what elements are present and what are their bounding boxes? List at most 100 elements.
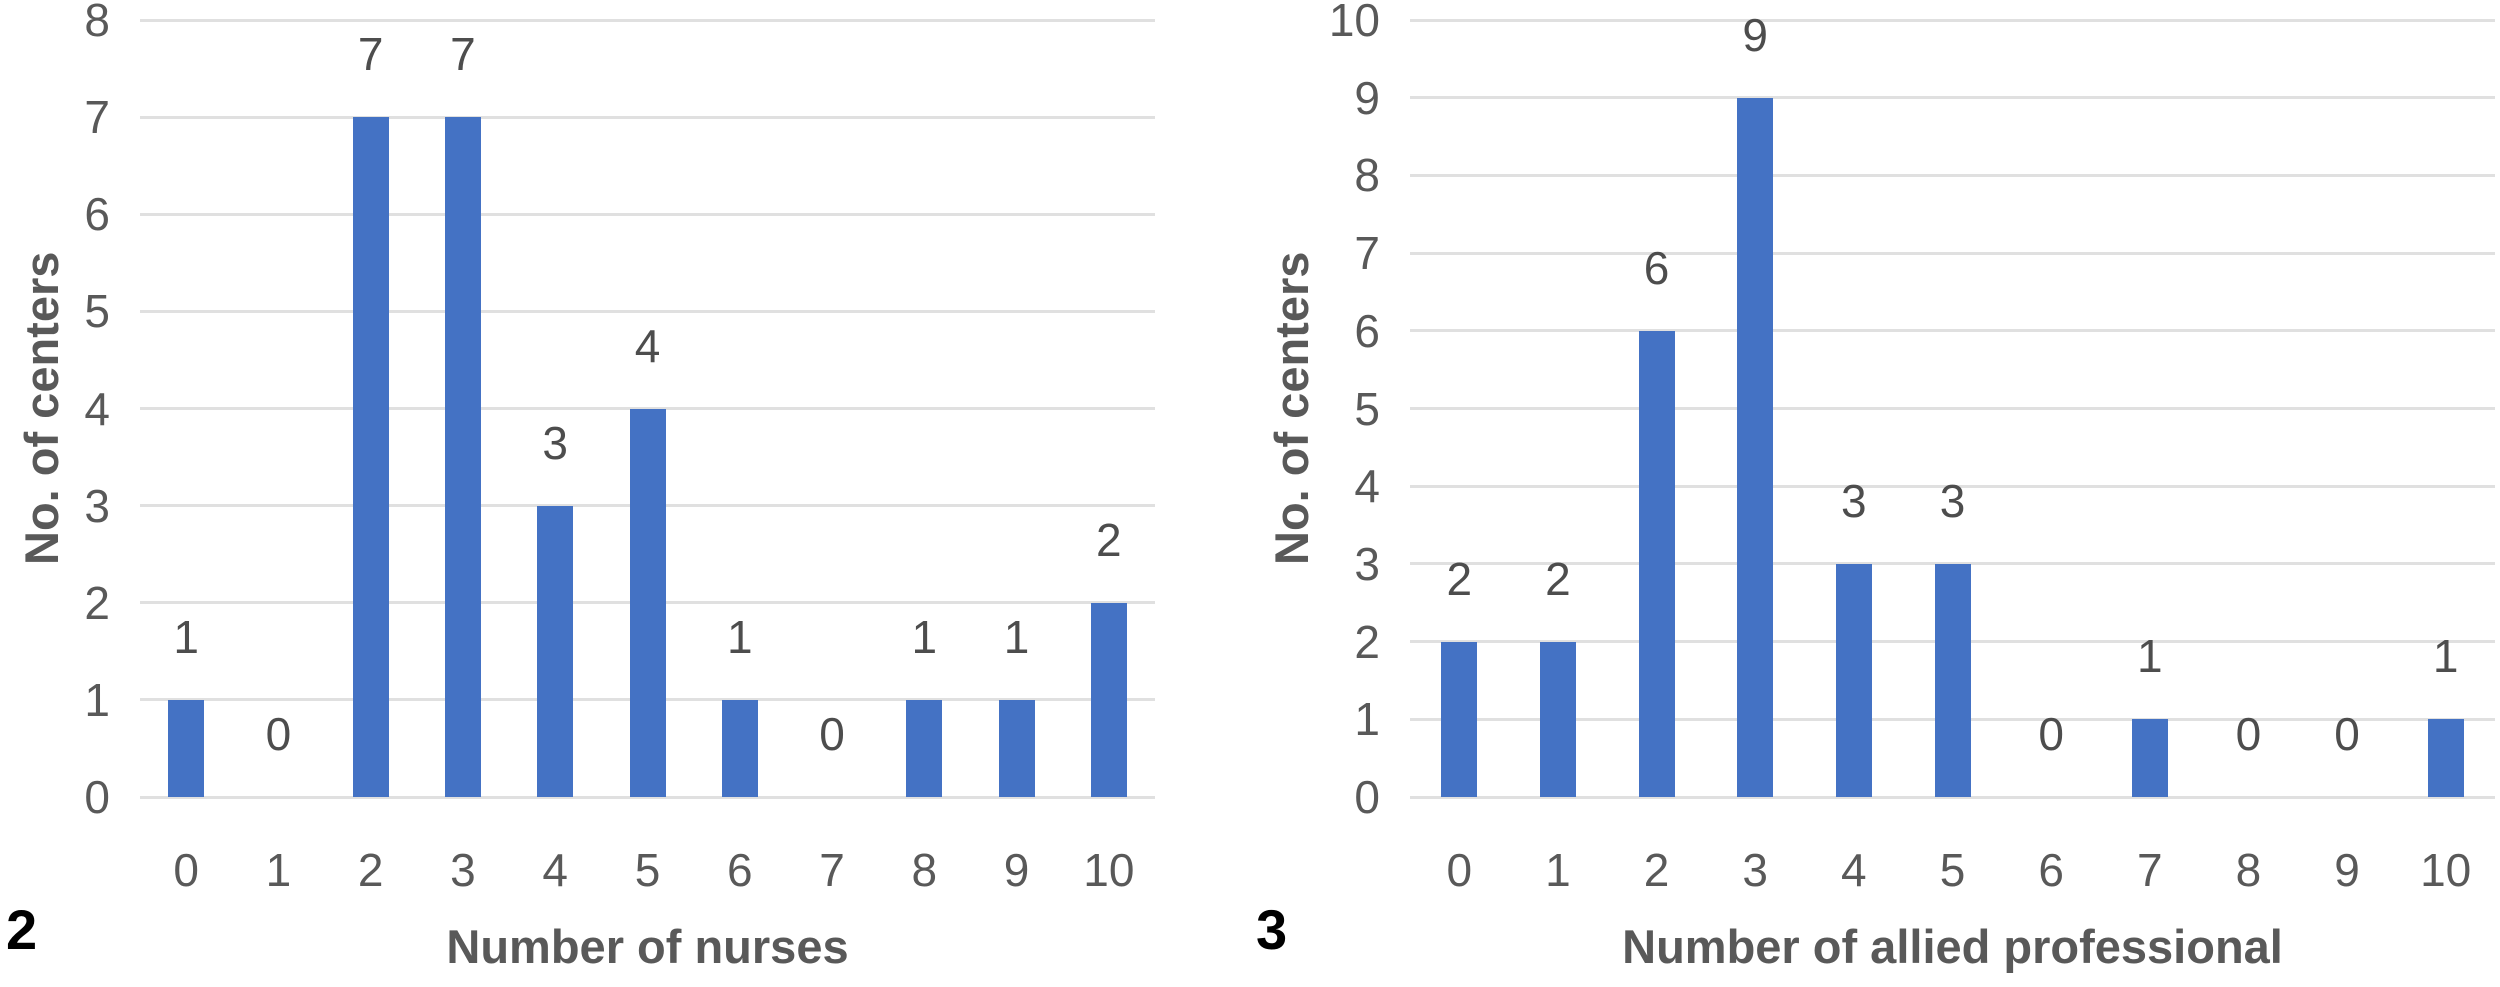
- x-tick-label: 8: [2235, 844, 2262, 896]
- bar: [1638, 330, 1675, 797]
- gridline: [1410, 251, 2495, 255]
- x-tick-label: 0: [1446, 844, 1473, 896]
- x-tick-label: 4: [542, 844, 568, 896]
- y-tick-label: 8: [84, 0, 110, 46]
- y-tick-label: 0: [1354, 771, 1380, 823]
- bar-value-label: 2: [1446, 552, 1473, 605]
- x-tick-label: 1: [265, 844, 292, 896]
- y-tick-label: 2: [1354, 615, 1380, 668]
- bar-value-label: 7: [450, 28, 476, 81]
- x-tick-label: 0: [173, 844, 199, 896]
- x-tick-label: 2: [357, 844, 384, 896]
- x-tick-label: 10: [1083, 844, 1135, 896]
- gridline: [140, 212, 1155, 216]
- bar-value-label: 3: [1841, 474, 1867, 527]
- x-tick-label: 1: [1545, 844, 1571, 896]
- bar: [1934, 563, 1971, 797]
- y-tick-label: 4: [1354, 460, 1380, 513]
- bar-value-label: 0: [265, 708, 292, 760]
- bar-value-label: 2: [1545, 552, 1571, 605]
- gridline: [1410, 329, 2495, 333]
- x-tick-label: 9: [1003, 844, 1030, 896]
- plot-area: 1 0 7 7 3 4 1 0 1 1 2: [140, 18, 1155, 799]
- bar-value-label: 1: [173, 610, 199, 663]
- bar-value-label: 1: [726, 610, 753, 663]
- y-tick-label: 3: [1354, 537, 1380, 590]
- bar: [721, 699, 758, 797]
- x-tick-label: 7: [819, 844, 845, 896]
- bar-value-label: 9: [1742, 8, 1769, 61]
- gridline: [140, 795, 1155, 799]
- y-tick-label: 2: [84, 576, 110, 629]
- bar-value-label: 6: [1643, 241, 1670, 294]
- figure-number-label: 3: [1256, 898, 1288, 961]
- x-tick-label: 2: [1643, 844, 1670, 896]
- bar: [2427, 719, 2464, 797]
- bar: [629, 408, 666, 797]
- bar-value-label: 7: [357, 28, 384, 81]
- bar: [2131, 719, 2168, 797]
- x-tick-label: 9: [2334, 844, 2360, 896]
- bar-value-label: 0: [819, 708, 845, 760]
- bar: [906, 699, 943, 797]
- y-tick-label: 5: [84, 285, 110, 338]
- figure-number-label: 2: [6, 898, 38, 961]
- bar-value-label: 0: [2334, 708, 2360, 760]
- bar-value-label: 3: [1939, 474, 1966, 527]
- bar: [1441, 641, 1478, 797]
- bar: [1737, 97, 1774, 797]
- bar-value-label: 1: [2136, 630, 2163, 683]
- bar: [444, 117, 481, 797]
- x-tick-label: 7: [2136, 844, 2163, 896]
- bar-value-label: 2: [1096, 513, 1122, 566]
- x-tick-label: 5: [1939, 844, 1966, 896]
- y-tick-label: 0: [84, 771, 110, 823]
- bar: [168, 699, 205, 797]
- bar-value-label: 3: [542, 416, 568, 469]
- x-tick-label: 5: [634, 844, 661, 896]
- x-tick-label: 6: [726, 844, 753, 896]
- x-axis-title: Number of nurses: [446, 920, 849, 973]
- y-tick-label: 10: [1328, 0, 1380, 46]
- gridline: [1410, 484, 2495, 488]
- gridline: [1410, 407, 2495, 410]
- gridline: [1410, 96, 2495, 100]
- x-tick-label: 10: [2420, 844, 2472, 896]
- bar-value-label: 0: [2235, 708, 2262, 760]
- gridline: [140, 18, 1155, 22]
- bar-value-label: 0: [2038, 708, 2064, 760]
- bar: [537, 505, 574, 797]
- gridline: [140, 309, 1155, 313]
- bar: [1835, 563, 1872, 797]
- gridline: [140, 115, 1155, 119]
- bar: [998, 699, 1035, 797]
- y-tick-label: 9: [1354, 71, 1380, 124]
- bar-value-label: 1: [1003, 610, 1030, 663]
- gridline: [1410, 795, 2495, 799]
- bar-value-label: 4: [634, 319, 661, 372]
- x-tick-label: 4: [1841, 844, 1867, 896]
- y-tick-label: 3: [84, 479, 110, 532]
- y-tick-label: 4: [84, 382, 110, 435]
- bar: [352, 117, 389, 797]
- y-tick-label: 5: [1354, 382, 1380, 435]
- x-axis-title: Number of allied professional: [1622, 920, 2283, 973]
- y-tick-label: 1: [1354, 693, 1380, 746]
- y-tick-label: 7: [84, 91, 110, 144]
- bar-value-label: 1: [2432, 630, 2459, 683]
- x-tick-label: 3: [1742, 844, 1769, 896]
- y-tick-label: 6: [1354, 304, 1380, 357]
- y-tick-label: 1: [84, 673, 110, 726]
- bar-value-label: 1: [911, 610, 938, 663]
- bar: [1539, 641, 1576, 797]
- gridline: [1410, 18, 2495, 22]
- bar: [1090, 602, 1127, 797]
- y-tick-label: 7: [1354, 227, 1380, 280]
- y-tick-label: 6: [84, 188, 110, 241]
- x-tick-label: 3: [450, 844, 476, 896]
- x-tick-label: 8: [911, 844, 938, 896]
